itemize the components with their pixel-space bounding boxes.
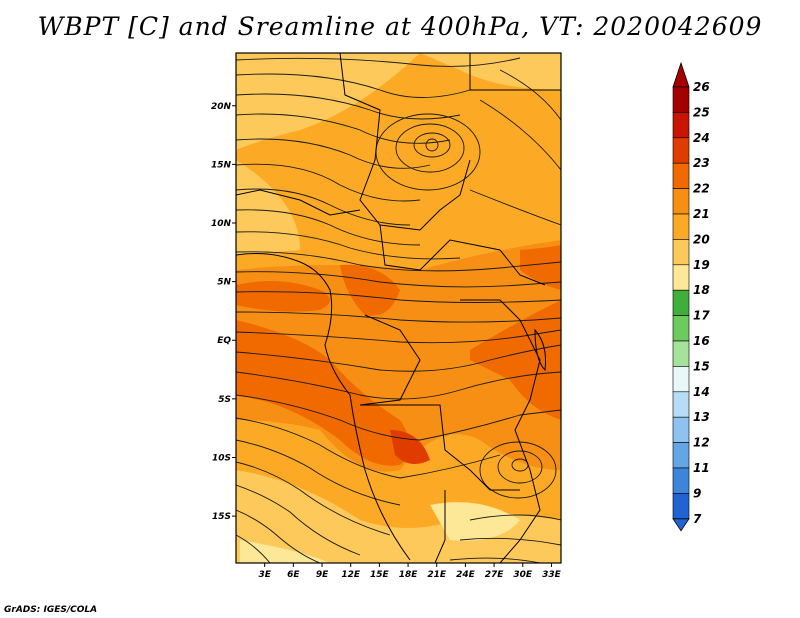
lon-tick-label: 30E — [513, 570, 533, 580]
colorbar: 26 25 24 23 22 21 20 19 18 17 16 15 14 13 12 11 9 7 — [672, 61, 710, 532]
lon-tick-label: 33E — [542, 570, 562, 580]
field-23-ne — [520, 245, 561, 290]
field-24-patch — [390, 430, 430, 464]
colorbar-swatch — [672, 442, 690, 469]
colorbar-swatch — [672, 315, 690, 342]
colorbar-label: 22 — [693, 182, 710, 196]
lat-tick-label: 5S — [218, 395, 231, 405]
colorbar-swatch — [672, 86, 690, 113]
field-23-central — [340, 264, 400, 316]
lat-tick-label: EQ — [217, 336, 231, 346]
colorbar-label: 25 — [693, 105, 710, 119]
colorbar-label: 20 — [693, 232, 710, 246]
colorbar-label: 11 — [693, 461, 710, 475]
chart-title: WBPT [C] and Sreamline at 400hPa, VT: 20… — [37, 12, 763, 41]
lat-tick-label: 5N — [217, 278, 231, 288]
colorbar-label: 24 — [693, 131, 710, 145]
lon-tick-label: 6E — [287, 570, 300, 580]
colorbar-label: 18 — [693, 283, 710, 297]
lat-tick-label: 20N — [211, 102, 232, 112]
colorbar-swatch — [672, 289, 690, 316]
colorbar-swatch — [672, 264, 690, 291]
colorbar-swatch — [672, 188, 690, 215]
colorbar-label: 15 — [693, 359, 710, 373]
colorbar-swatch — [672, 391, 690, 418]
lon-tick-label: 18E — [399, 570, 419, 580]
lat-tick-label: 10S — [212, 453, 231, 463]
colorbar-swatch — [672, 493, 690, 520]
software-credit: GrADS: IGES/COLA — [4, 605, 98, 615]
field-23-east — [470, 300, 561, 420]
colorbar-label: 17 — [693, 309, 710, 323]
lat-tick-label: 10N — [211, 219, 232, 229]
lat-tick-label: 15N — [211, 160, 232, 170]
longitude-axis: 3E 6E 9E 12E 15E 18E 21E 24E 27E 30E 33E — [258, 563, 562, 580]
field-20-north — [236, 53, 420, 150]
colorbar-label: 21 — [693, 207, 710, 221]
colorbar-top-arrow — [672, 61, 690, 88]
colorbar-label: 13 — [693, 410, 710, 424]
colorbar-swatch — [672, 239, 690, 266]
field-23-west — [236, 281, 330, 312]
colorbar-swatch — [672, 340, 690, 367]
lon-tick-label: 27E — [485, 570, 505, 580]
colorbar-label: 14 — [693, 385, 710, 399]
colorbar-swatch — [672, 137, 690, 164]
colorbar-label: 26 — [693, 80, 710, 94]
colorbar-label: 19 — [693, 258, 710, 272]
lon-tick-label: 12E — [341, 570, 361, 580]
colorbar-swatch — [672, 416, 690, 443]
colorbar-label: 12 — [693, 436, 710, 450]
lon-tick-label: 21E — [427, 570, 447, 580]
latitude-axis: 20N 15N 10N 5N EQ 5S 10S 15S — [211, 102, 236, 522]
lon-tick-label: 24E — [456, 570, 476, 580]
colorbar-swatch — [672, 366, 690, 393]
lat-tick-label: 15S — [212, 512, 231, 522]
lon-tick-label: 15E — [370, 570, 390, 580]
colorbar-label: 9 — [693, 486, 701, 500]
colorbar-swatch — [672, 112, 690, 139]
map-frame — [235, 52, 562, 564]
coastlines — [236, 53, 561, 563]
colorbar-label: 23 — [693, 156, 710, 170]
wbpt-field — [236, 53, 561, 563]
colorbar-swatch — [672, 162, 690, 189]
colorbar-label: 7 — [693, 512, 702, 526]
lon-tick-label: 3E — [258, 570, 271, 580]
colorbar-swatch — [672, 467, 690, 494]
colorbar-swatch — [672, 213, 690, 240]
field-20-west — [236, 160, 300, 255]
field-19-south — [430, 502, 520, 541]
colorbar-bottom-arrow — [672, 518, 690, 532]
colorbar-label: 16 — [693, 334, 710, 348]
field-20-ne — [420, 53, 561, 90]
lon-tick-label: 9E — [316, 570, 329, 580]
